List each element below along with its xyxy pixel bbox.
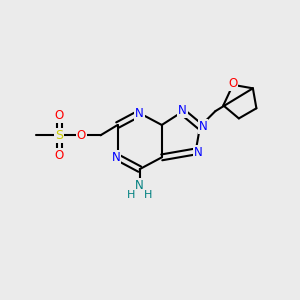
Text: H: H	[144, 190, 152, 200]
Text: N: N	[135, 107, 144, 120]
Text: N: N	[194, 146, 203, 159]
Text: H: H	[127, 190, 136, 200]
Text: N: N	[178, 104, 187, 117]
Text: N: N	[112, 151, 121, 164]
Text: O: O	[228, 77, 238, 90]
Text: O: O	[55, 149, 64, 162]
Text: N: N	[199, 120, 207, 133]
Text: S: S	[55, 129, 63, 142]
Text: O: O	[55, 109, 64, 122]
Text: O: O	[77, 129, 86, 142]
Text: N: N	[135, 179, 144, 192]
